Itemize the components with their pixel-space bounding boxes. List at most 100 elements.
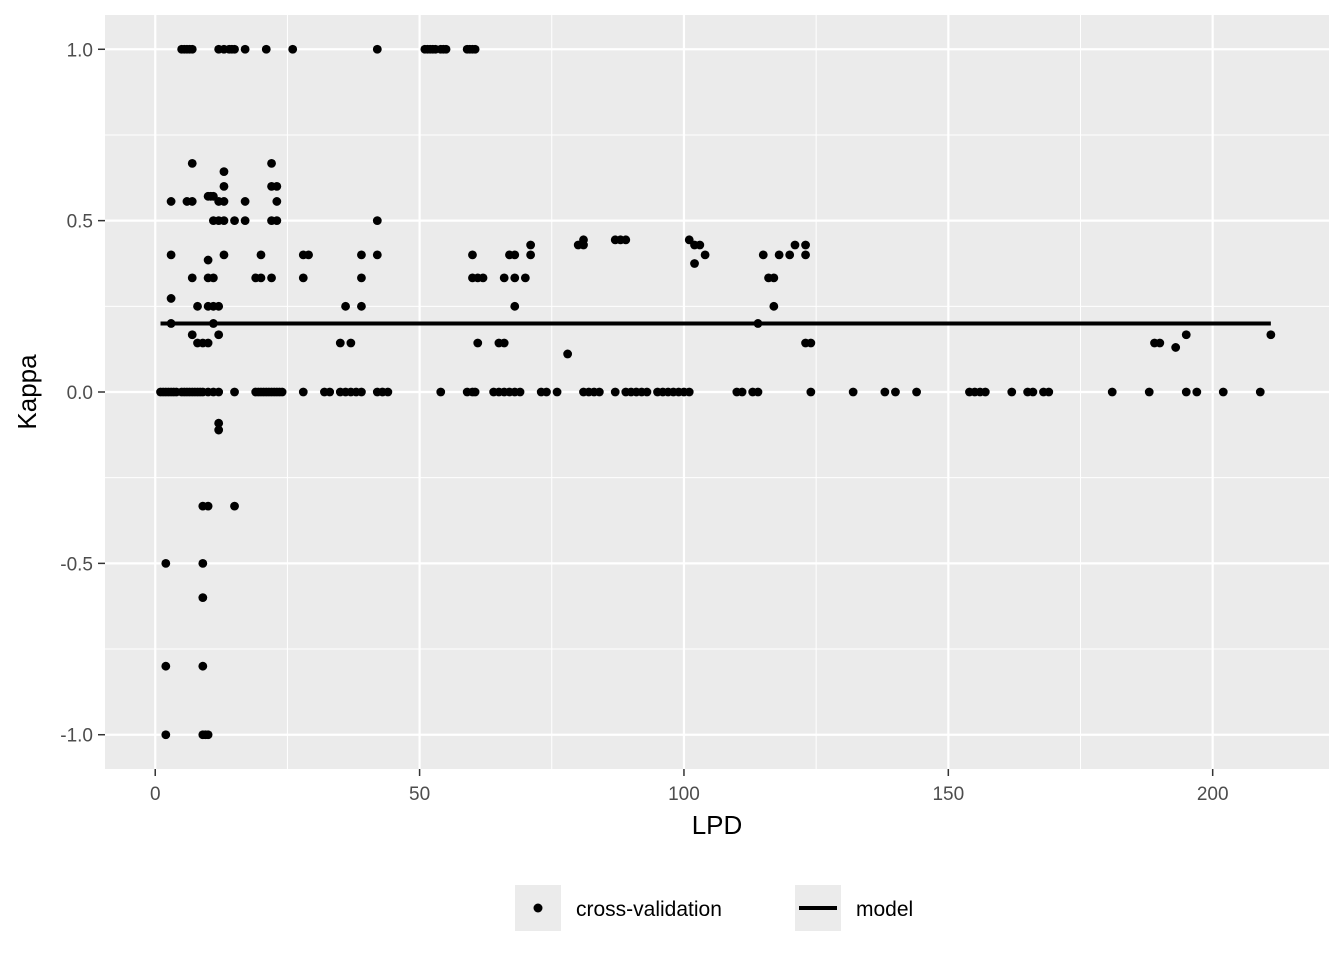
data-point (1266, 330, 1276, 340)
data-point (161, 558, 171, 568)
data-point (325, 387, 335, 397)
x-tick-label: 100 (668, 784, 700, 805)
data-point (357, 387, 366, 397)
x-tick-label: 150 (932, 784, 964, 805)
data-point (298, 387, 308, 397)
data-point (166, 197, 176, 206)
data-point (304, 250, 313, 260)
data-point (510, 250, 520, 260)
data-point (187, 330, 197, 340)
data-point (198, 661, 208, 671)
data-point (470, 387, 480, 397)
x-axis-title: LPD (692, 810, 743, 840)
data-point (1181, 330, 1191, 340)
data-point (198, 593, 208, 603)
data-point (383, 387, 393, 397)
data-point (161, 661, 171, 671)
data-point (769, 301, 779, 311)
data-point (219, 181, 229, 191)
data-point (256, 250, 266, 260)
data-point (272, 197, 282, 206)
data-point (230, 44, 239, 54)
data-point (187, 197, 197, 206)
data-point (621, 235, 631, 245)
data-point (758, 250, 768, 260)
data-point (801, 240, 810, 250)
data-point (515, 387, 525, 397)
data-point (372, 250, 382, 260)
data-point (737, 387, 747, 397)
data-point (187, 273, 197, 283)
data-point (806, 338, 816, 348)
data-point (277, 387, 287, 397)
data-point (806, 387, 816, 397)
legend: cross-validation model (515, 885, 913, 931)
legend-label-cross-validation: cross-validation (576, 898, 722, 921)
data-point (341, 301, 350, 311)
data-point (214, 387, 224, 397)
data-point (288, 44, 298, 54)
data-point (219, 167, 229, 177)
y-axis: -1.0 -0.5 0.0 0.5 1.0 (60, 40, 105, 747)
x-tick-label: 200 (1197, 784, 1229, 805)
data-point (510, 301, 520, 311)
data-point (1028, 387, 1038, 397)
data-point (198, 558, 208, 568)
data-point (1255, 387, 1265, 397)
y-axis-title: Kappa (12, 354, 42, 430)
data-point (1144, 387, 1154, 397)
data-point (499, 338, 509, 348)
legend-point-icon (533, 903, 543, 913)
data-point (1107, 387, 1117, 397)
data-point (214, 301, 224, 311)
data-point (1155, 338, 1165, 348)
data-point (1171, 343, 1181, 352)
data-point (214, 425, 224, 435)
data-point (753, 387, 763, 397)
data-point (166, 250, 176, 260)
data-point (695, 240, 705, 250)
data-point (203, 730, 213, 740)
data-point (774, 250, 784, 260)
data-point (372, 44, 382, 54)
data-point (214, 418, 224, 428)
data-point (214, 330, 224, 340)
data-point (769, 273, 779, 283)
data-point (203, 501, 213, 511)
data-point (470, 44, 480, 54)
data-point (219, 197, 229, 206)
data-point (785, 250, 795, 260)
y-tick-label: 0.0 (67, 383, 93, 404)
data-point (256, 273, 266, 283)
data-point (272, 216, 282, 226)
data-point (219, 250, 229, 260)
data-point (441, 44, 451, 54)
data-point (1218, 387, 1228, 397)
data-point (526, 240, 536, 250)
data-point (1181, 387, 1191, 397)
y-tick-label: 0.5 (67, 212, 93, 233)
data-point (801, 250, 810, 260)
data-point (642, 387, 652, 397)
data-point (563, 349, 573, 359)
data-point (579, 235, 588, 245)
data-point (187, 159, 197, 168)
data-point (436, 387, 446, 397)
data-point (891, 387, 900, 397)
data-point (520, 273, 530, 283)
data-point (526, 250, 536, 260)
data-point (166, 294, 176, 303)
data-point (1007, 387, 1017, 397)
data-point (298, 273, 308, 283)
data-point (240, 44, 250, 54)
data-point (473, 338, 483, 348)
data-point (552, 387, 562, 397)
data-point (161, 730, 171, 740)
data-point (208, 273, 218, 283)
x-axis: 0 50 100 150 200 (150, 769, 1229, 805)
data-point (1192, 387, 1202, 397)
data-point (240, 216, 250, 226)
y-tick-label: -1.0 (60, 726, 93, 747)
data-point (880, 387, 890, 397)
